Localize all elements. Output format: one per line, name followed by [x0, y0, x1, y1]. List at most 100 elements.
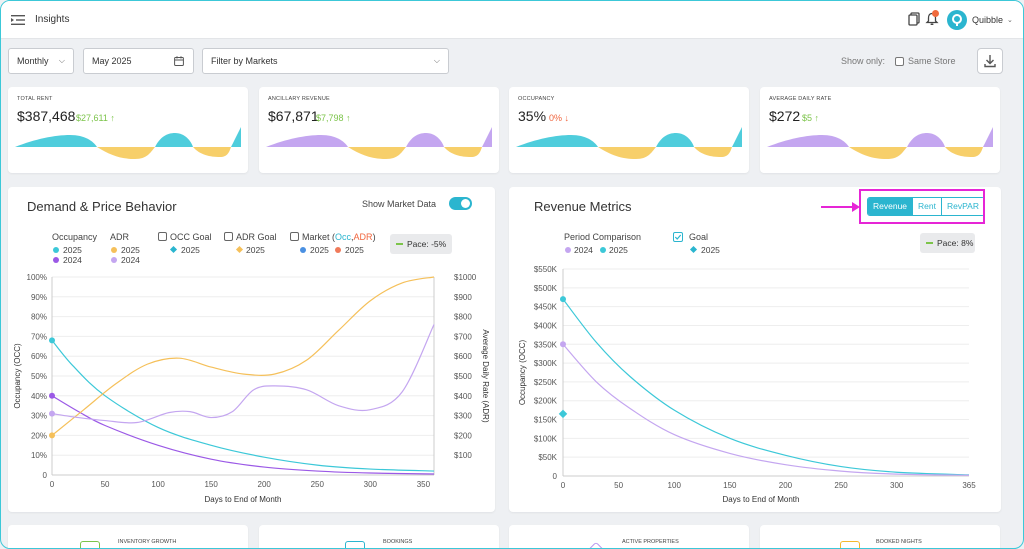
y2-tick-label: $400 [454, 392, 472, 401]
goal-checkbox[interactable] [673, 232, 683, 242]
annotation-highlight-box [859, 189, 985, 224]
y-tick-label: $400K [534, 321, 558, 330]
notification-badge [932, 10, 939, 17]
menu-collapse-icon[interactable] [11, 13, 25, 27]
chevron-down-icon: ⌵ [433, 56, 440, 65]
stat-card-active-properties[interactable]: ACTIVE PROPERTIES [509, 525, 749, 548]
tab-rent[interactable]: Rent [912, 198, 941, 215]
revenue-metric-tabs: Revenue Rent RevPAR [867, 197, 985, 216]
x-tick-label: 350 [417, 480, 431, 489]
same-store-checkbox[interactable] [895, 57, 904, 66]
kpi-delta: 0% ↓ [549, 113, 570, 123]
series-line [51, 339, 435, 472]
show-market-data-toggle[interactable] [449, 197, 472, 210]
legend-year: 2024 [63, 255, 82, 265]
y-tick-label: 80% [31, 313, 47, 322]
tab-revpar[interactable]: RevPAR [941, 198, 984, 215]
calendar-icon [174, 56, 184, 66]
series-line [51, 276, 435, 436]
download-button[interactable] [977, 48, 1003, 74]
stat-card-booked-nights[interactable]: BOOKED NIGHTS [760, 525, 1000, 548]
panel-title: Demand & Price Behavior [27, 199, 177, 214]
y-tick-label: $250K [534, 378, 558, 387]
kpi-card-total-rent[interactable]: TOTAL RENT $387,468 $27,611 ↑ [8, 87, 248, 173]
legend-occupancy[interactable]: Occupancy [52, 232, 98, 242]
y-tick-label: $200K [534, 397, 558, 406]
y-tick-label: $300K [534, 359, 558, 368]
kpi-sparkline [266, 127, 492, 159]
legend-adr-goal[interactable]: ADR Goal [236, 232, 277, 242]
market-checkbox[interactable] [290, 232, 299, 241]
y-tick-label: 70% [31, 332, 47, 341]
arrow-up-icon: ↑ [110, 113, 115, 123]
y2-tick-label: $900 [454, 293, 472, 302]
legend-adr[interactable]: ADR [110, 232, 130, 242]
inventory-icon [80, 541, 100, 548]
pace-badge: Pace: 8% [920, 233, 975, 253]
arrow-up-icon: ↑ [814, 113, 820, 123]
kpi-card-average-daily-rate[interactable]: AVERAGE DAILY RATE $272 $5 ↑ [760, 87, 1000, 173]
kpi-value: 35% [518, 108, 547, 124]
panel-title: Revenue Metrics [534, 199, 632, 214]
annotation-arrow-icon [852, 202, 860, 212]
y2-tick-label: $700 [454, 332, 472, 341]
y2-axis-label: Average Daily Rate (ADR) [481, 329, 490, 423]
pace-badge: Pace: -5% [390, 234, 452, 254]
series-line [562, 343, 970, 476]
kpi-card-occupancy[interactable]: OCCUPANCY 35% 0% ↓ [509, 87, 749, 173]
x-axis-label: Days to End of Month [205, 495, 282, 504]
tab-revenue[interactable]: Revenue [868, 198, 913, 215]
y-axis-label: Occupancy (OCC) [13, 343, 22, 409]
chevron-down-icon: ⌵ [58, 56, 65, 65]
period-select-value: Monthly [17, 56, 49, 66]
y-tick-label: 30% [31, 412, 47, 421]
series-line [51, 324, 435, 424]
kpi-value: $67,871 [268, 108, 319, 124]
y-tick-label: $550K [534, 265, 558, 274]
y2-tick-label: $500 [454, 372, 472, 381]
legend-occ-goal[interactable]: OCC Goal [170, 232, 212, 242]
legend-year: 2025 [701, 245, 720, 255]
date-picker[interactable]: May 2025 [83, 48, 194, 74]
y-tick-label: $50K [538, 453, 557, 462]
copy-icon[interactable] [907, 12, 921, 26]
x-tick-label: 300 [364, 480, 378, 489]
kpi-card-ancillary-revenue[interactable]: ANCILLARY REVENUE $67,871 $7,798 ↑ [259, 87, 499, 173]
kpi-label: TOTAL RENT [17, 96, 53, 102]
legend-goal[interactable]: Goal [689, 232, 709, 242]
x-axis-label: Days to End of Month [723, 495, 800, 504]
y-tick-label: 0 [43, 471, 48, 480]
stat-card-inventory-growth[interactable]: INVENTORY GROWTH [8, 525, 248, 548]
y-tick-label: 90% [31, 293, 47, 302]
series-marker [49, 410, 55, 417]
markets-filter[interactable]: Filter by Markets ⌵ [202, 48, 449, 74]
x-tick-label: 250 [834, 481, 848, 490]
y-tick-label: 60% [31, 352, 47, 361]
x-tick-label: 200 [258, 480, 272, 489]
user-name[interactable]: Quibble [972, 15, 1004, 25]
chevron-down-icon[interactable]: ⌄ [1007, 17, 1013, 24]
kpi-value: $387,468 [17, 108, 76, 124]
series-line [51, 395, 435, 475]
series-marker [560, 296, 566, 303]
x-tick-label: 0 [50, 480, 55, 489]
legend-dot [300, 247, 306, 253]
stat-card-bookings[interactable]: BOOKINGS [259, 525, 499, 548]
kpi-sparkline [516, 127, 742, 159]
brand-logo-icon [952, 14, 962, 26]
legend-market[interactable]: Market (Occ,ADR) [302, 232, 376, 242]
x-tick-label: 150 [204, 480, 218, 489]
legend-year: 2025 [609, 245, 628, 255]
period-select[interactable]: Monthly ⌵ [8, 48, 74, 74]
occ-goal-checkbox[interactable] [158, 232, 167, 241]
same-store-label[interactable]: Same Store [908, 56, 956, 66]
x-tick-label: 365 [962, 481, 976, 490]
stat-card-label: BOOKED NIGHTS [876, 539, 922, 545]
diamond-icon [584, 541, 608, 548]
series-line [562, 298, 970, 476]
avatar[interactable] [947, 10, 967, 30]
adr-goal-checkbox[interactable] [224, 232, 233, 241]
y-tick-label: $450K [534, 303, 558, 312]
download-icon [984, 55, 996, 68]
